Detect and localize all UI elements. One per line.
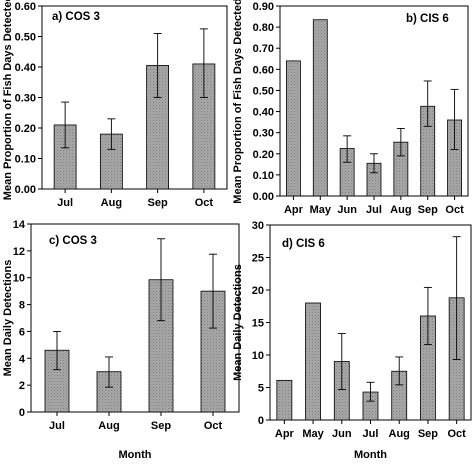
y-tick-label: 0.10 bbox=[253, 170, 274, 182]
bar-apr bbox=[286, 60, 301, 197]
x-tick-label: May bbox=[302, 428, 324, 440]
chart-panel-4: 0 5 10 15 20 25 30 Apr May Jun Jul Aug Sep Oct d) CIS … bbox=[232, 220, 472, 461]
x-tick-label: Sep bbox=[418, 428, 438, 440]
x-tick-label: Jul bbox=[363, 428, 379, 440]
x-tick-label: Apr bbox=[284, 204, 304, 216]
y-tick-label: 0.00 bbox=[15, 184, 36, 196]
y-tick-label: 2 bbox=[19, 380, 25, 392]
y-tick-label: 8 bbox=[19, 300, 25, 312]
chart-panel-3: 0 2 4 6 8 10 12 14 Jul Aug Sep Oct c) COS 3 Mean Dail… bbox=[2, 219, 240, 461]
x-tick-label: Aug bbox=[98, 420, 119, 432]
y-tick-label: 4 bbox=[19, 353, 26, 365]
x-tick-label: Jul bbox=[366, 204, 382, 216]
bar-apr bbox=[276, 379, 293, 421]
y-tick-label: 5 bbox=[258, 383, 264, 395]
y-tick-label: 0 bbox=[19, 407, 25, 419]
y-axis-label: Mean Proportion of Fish Days Detected bbox=[232, 0, 244, 204]
y-tick-label: 30 bbox=[252, 220, 264, 232]
x-tick-label: Jun bbox=[332, 428, 352, 440]
x-tick-label: Aug bbox=[390, 204, 411, 216]
panel-label: b) CIS 6 bbox=[406, 13, 449, 25]
x-tick-label: Aug bbox=[101, 197, 122, 209]
y-tick-label: 14 bbox=[13, 219, 26, 231]
y-tick-label: 25 bbox=[252, 253, 264, 265]
bar-may bbox=[312, 19, 328, 197]
x-tick-label: Oct bbox=[447, 428, 466, 440]
y-tick-label: 0.50 bbox=[15, 32, 36, 44]
x-tick-label: Oct bbox=[445, 204, 464, 216]
y-tick-label: 12 bbox=[13, 246, 25, 258]
x-tick-label: Oct bbox=[204, 420, 223, 432]
y-tick-label: 0.90 bbox=[253, 1, 274, 13]
x-tick-label: Sep bbox=[148, 197, 168, 209]
chart-panel-1: 0.00 0.10 0.20 0.30 0.40 0.50 0.60 Jul Aug Sep Oct… bbox=[2, 0, 228, 209]
y-axis-label: Mean Proportion of Fish Days Detected bbox=[2, 0, 14, 200]
x-axis-label: Month bbox=[354, 449, 387, 461]
y-tick-label: 0.40 bbox=[253, 107, 274, 119]
panel-label: a) COS 3 bbox=[52, 11, 100, 23]
plot-frame bbox=[30, 223, 240, 413]
x-tick-label: Aug bbox=[389, 428, 410, 440]
panel-label: d) CIS 6 bbox=[282, 238, 325, 250]
y-tick-label: 0.20 bbox=[253, 149, 274, 161]
y-tick-label: 0.30 bbox=[253, 128, 274, 140]
y-tick-label: 0.50 bbox=[253, 85, 274, 97]
x-tick-label: Apr bbox=[275, 428, 295, 440]
y-tick-label: 20 bbox=[252, 285, 264, 297]
y-tick-label: 0.70 bbox=[253, 43, 274, 55]
y-tick-label: 10 bbox=[13, 273, 25, 285]
y-tick-label: 0 bbox=[258, 415, 264, 427]
y-tick-label: 0.60 bbox=[253, 64, 274, 76]
y-tick-label: 0.30 bbox=[15, 93, 36, 105]
x-tick-label: Sep bbox=[151, 420, 171, 432]
y-tick-label: 0.40 bbox=[15, 62, 36, 74]
y-tick-label: 0.80 bbox=[253, 22, 274, 34]
panel-label: c) COS 3 bbox=[49, 235, 97, 247]
x-tick-label: Sep bbox=[418, 204, 438, 216]
x-tick-label: Oct bbox=[195, 197, 214, 209]
x-tick-label: Jul bbox=[49, 420, 65, 432]
y-tick-label: 10 bbox=[252, 350, 264, 362]
y-tick-label: 0.10 bbox=[15, 154, 36, 166]
y-tick-label: 6 bbox=[19, 326, 25, 338]
x-tick-label: Jun bbox=[337, 204, 357, 216]
y-tick-label: 0.60 bbox=[15, 1, 36, 13]
x-axis-label: Month bbox=[119, 449, 152, 461]
y-axis-label: Mean Daily Detections bbox=[2, 260, 14, 377]
y-tick-label: 0.00 bbox=[253, 191, 274, 203]
x-tick-label: May bbox=[310, 204, 332, 216]
y-axis-label: Mean Daily Detections bbox=[232, 264, 244, 381]
y-tick-label: 0.20 bbox=[15, 123, 36, 135]
y-tick-label: 15 bbox=[252, 318, 264, 330]
chart-panel-2: 0.00 0.10 0.20 0.30 0.40 0.50 0.60 0.70 0.80 0.90… bbox=[232, 0, 469, 216]
x-tick-label: Jul bbox=[57, 197, 73, 209]
bar-may bbox=[305, 302, 321, 421]
